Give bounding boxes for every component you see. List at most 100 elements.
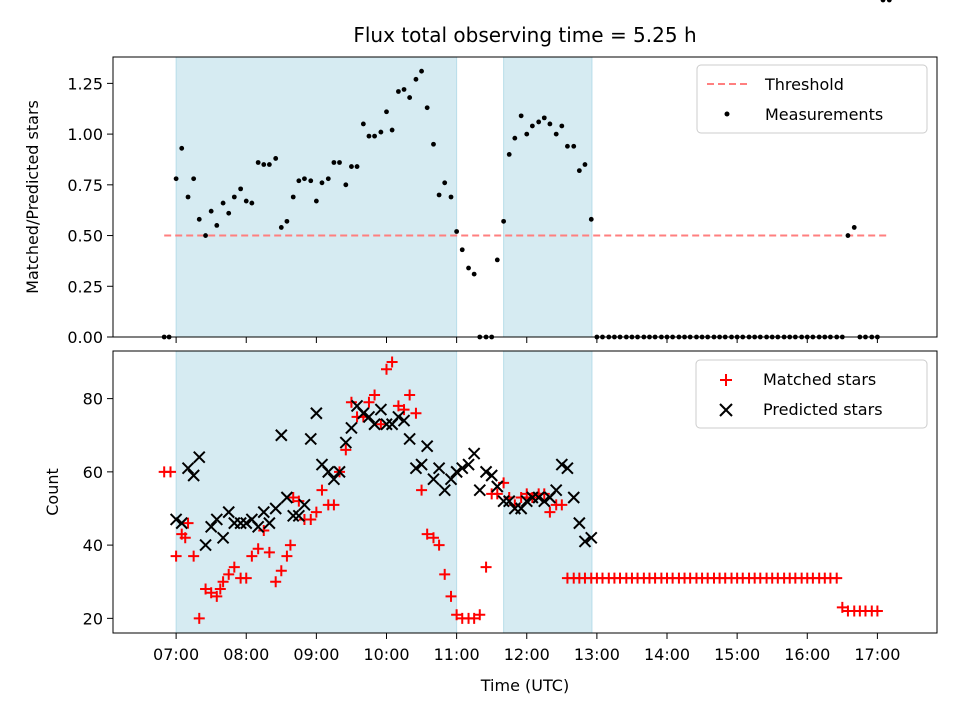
matched-star-marker	[392, 400, 404, 412]
measurement-point	[296, 178, 302, 184]
measurement-point	[226, 210, 232, 216]
measurement-point	[349, 164, 354, 169]
matched-star-marker	[474, 609, 486, 621]
matched-star-marker	[281, 550, 293, 562]
measurement-point	[588, 216, 594, 222]
matched-star-marker	[182, 517, 194, 529]
predicted-star-marker	[567, 491, 580, 504]
predicted-star-marker	[280, 491, 294, 504]
matched-star-marker	[556, 499, 568, 511]
bottom-y-tick-label: 80	[83, 390, 103, 409]
predicted-star-marker	[222, 505, 235, 519]
matched-star-marker	[515, 491, 527, 503]
predicted-star-marker	[304, 432, 317, 446]
predicted-star-marker	[210, 513, 223, 526]
measurement-point	[278, 225, 284, 230]
predicted-star-marker	[473, 483, 486, 497]
predicted-star-marker	[438, 483, 451, 497]
matched-star-marker	[205, 587, 217, 599]
bottom-y-tick-label: 40	[83, 536, 103, 555]
measurement-point	[436, 192, 442, 198]
predicted-star-marker	[263, 516, 276, 530]
predicted-star-marker	[456, 461, 469, 475]
measurement-point	[518, 113, 524, 119]
matched-star-marker	[491, 488, 503, 500]
measurement-point	[494, 257, 500, 263]
top-y-axis: 0.00 0.25 0.50 0.75 1.00 1.25	[67, 74, 113, 347]
measurement-point	[553, 131, 559, 137]
matched-star-marker	[433, 539, 445, 551]
predicted-star-marker	[181, 461, 195, 475]
x-tick-label: 11:00	[434, 645, 480, 664]
x-tick-label: 12:00	[504, 645, 550, 664]
predicted-star-marker	[397, 414, 411, 427]
matched-star-marker	[363, 396, 375, 408]
legend-matched-label: Matched stars	[763, 370, 876, 389]
matched-star-marker	[275, 565, 287, 577]
measurement-point	[512, 135, 518, 141]
matched-star-marker	[386, 356, 398, 368]
x-tick-label: 16:00	[784, 645, 830, 664]
matched-star-marker	[305, 513, 317, 525]
matched-star-marker	[480, 561, 492, 573]
measurement-point	[541, 115, 547, 121]
measurement-point	[273, 156, 279, 161]
matched-star-marker	[214, 583, 226, 595]
x-tick-label: 14:00	[644, 645, 690, 664]
predicted-star-marker	[444, 472, 458, 486]
predicted-star-marker	[292, 509, 306, 523]
measurement-point	[331, 160, 337, 165]
x-tick-label: 13:00	[574, 645, 620, 664]
predicted-star-marker	[561, 461, 574, 475]
predicted-star-marker	[345, 421, 358, 435]
legend-predicted-label: Predicted stars	[763, 400, 883, 419]
predicted-star-marker	[415, 458, 428, 471]
predicted-star-marker	[204, 520, 218, 533]
matched-star-marker	[398, 404, 410, 416]
top-y-tick-label: 0.25	[67, 277, 103, 296]
predicted-star-marker	[380, 418, 393, 431]
matched-star-marker	[521, 488, 533, 500]
top-legend: Threshold Measurements	[696, 64, 928, 134]
measurement-point	[179, 145, 185, 151]
top-observing-windows	[175, 56, 593, 338]
measurement-point	[249, 200, 255, 206]
measurement-point	[565, 143, 570, 149]
predicted-star-marker	[333, 465, 346, 479]
matched-star-marker	[217, 576, 229, 588]
predicted-star-marker	[555, 458, 569, 471]
matched-star-marker	[223, 568, 235, 580]
predicted-star-marker	[532, 491, 545, 504]
matched-star-marker	[421, 528, 433, 540]
predicted-star-marker	[234, 516, 247, 530]
matched-star-marker	[179, 532, 191, 544]
measurement-point	[366, 133, 372, 139]
measurement-point	[506, 151, 512, 157]
top-legend-box	[696, 64, 928, 134]
matched-star-marker	[445, 590, 457, 602]
measurement-point	[284, 218, 290, 224]
predicted-star-marker	[491, 480, 504, 493]
predicted-star-marker	[339, 436, 353, 449]
bottom-observing-window-0	[175, 350, 458, 634]
measurement-point	[384, 109, 389, 115]
measurement-point	[524, 131, 530, 137]
bottom-observing-windows	[175, 350, 593, 634]
matched-star-marker	[258, 524, 270, 536]
chart-title: Flux total observing time = 5.25 h	[353, 23, 696, 47]
matched-star-marker	[310, 506, 322, 518]
bottom-legend: Matched stars Predicted stars	[695, 359, 928, 429]
matched-star-marker	[211, 590, 223, 602]
predicted-stars-series	[171, 400, 598, 552]
matched-star-marker	[345, 396, 357, 408]
measurement-point	[571, 143, 577, 149]
predicted-star-marker	[257, 505, 270, 519]
x-tick-label: 07:00	[153, 645, 199, 664]
legend-measurements-label: Measurements	[765, 105, 883, 124]
x-tick-label: 10:00	[363, 645, 409, 664]
measurement-point	[396, 89, 401, 94]
predicted-star-marker	[462, 458, 475, 471]
bottom-y-tick-label: 20	[83, 609, 103, 628]
measurement-point	[290, 194, 296, 200]
x-axis-label: Time (UTC)	[480, 676, 569, 695]
